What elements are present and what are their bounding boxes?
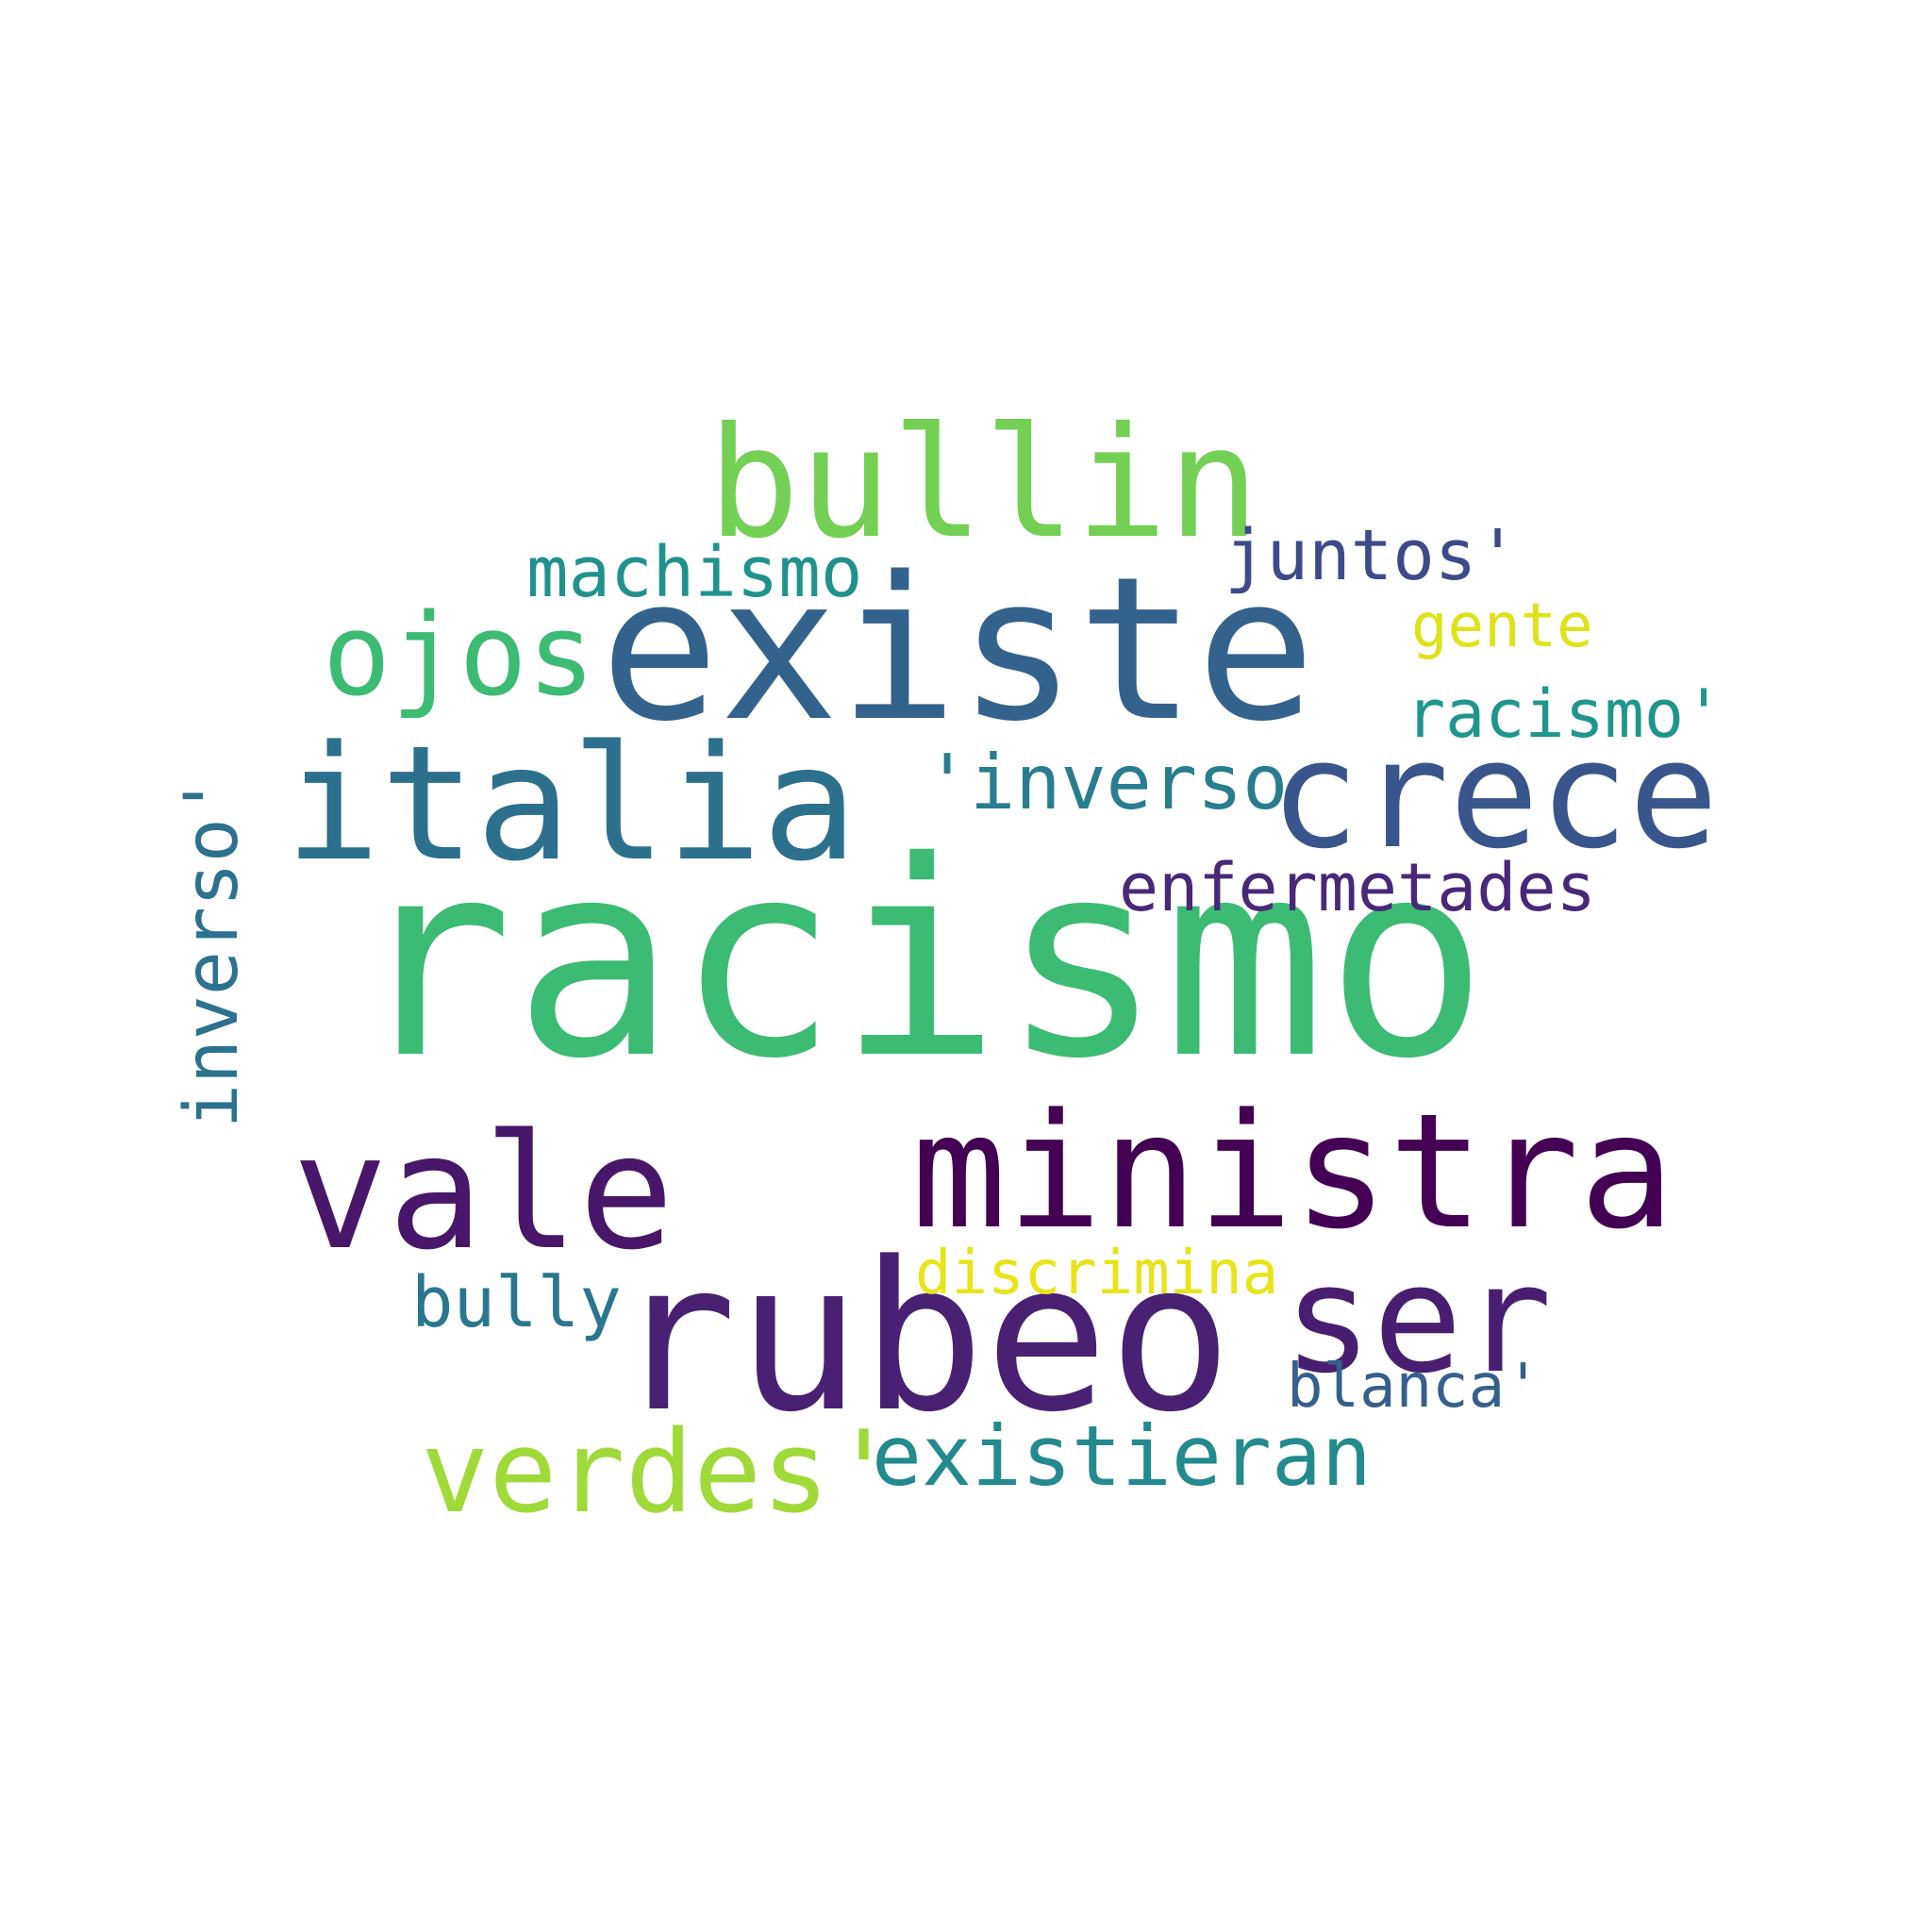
- word-blanca: blanca': [1287, 1352, 1541, 1422]
- word-discrimina: discrimina: [915, 1239, 1279, 1308]
- word-ministra: ministra: [911, 1079, 1675, 1264]
- word-bullin: bullin: [708, 395, 1260, 573]
- word-ojos: ojos: [323, 591, 595, 722]
- word-bully: bully: [411, 1262, 622, 1343]
- word-existe: existe: [600, 534, 1316, 765]
- word-inverso-quoted-left: 'inverso: [924, 739, 1289, 826]
- word-vale: vale: [292, 1100, 675, 1285]
- word-juntos: juntos': [1224, 515, 1519, 596]
- word-crece: crece: [1270, 708, 1719, 882]
- word-inverso-vertical: inverso': [170, 774, 255, 1128]
- word-rubeo: rubeo: [613, 1219, 1233, 1457]
- word-ser: ser: [1283, 1233, 1553, 1407]
- word-racismo-quoted: racismo': [1406, 675, 1724, 753]
- word-gente: gente: [1411, 591, 1593, 661]
- word-verdes: verdes': [421, 1407, 898, 1539]
- word-enfermetades: enfermetades: [1119, 849, 1596, 926]
- word-machismo: machismo: [526, 532, 863, 613]
- word-existieran: existieran: [872, 1407, 1372, 1505]
- word-italia: italia: [285, 711, 858, 896]
- word-racismo: racismo: [351, 805, 1489, 1118]
